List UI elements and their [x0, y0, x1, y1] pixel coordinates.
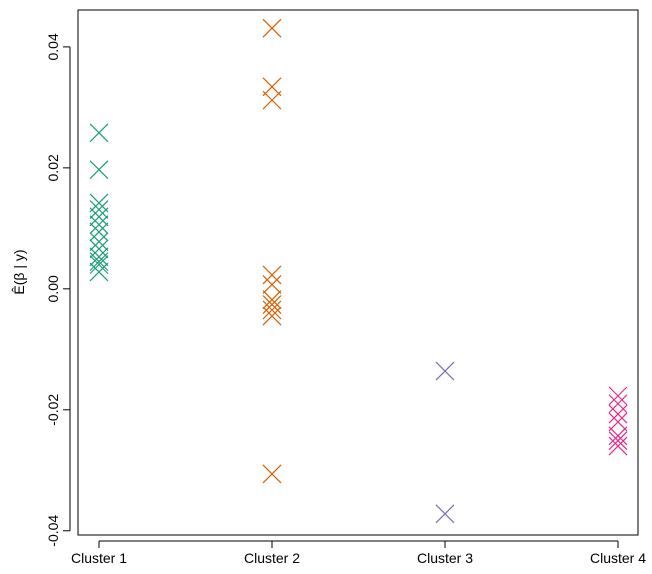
point	[608, 386, 628, 406]
y-tick-label: 0.00	[45, 275, 61, 302]
point	[89, 232, 109, 252]
point	[262, 265, 282, 285]
point	[262, 300, 282, 320]
point	[608, 431, 628, 451]
point	[608, 436, 628, 456]
point	[89, 215, 109, 235]
point	[262, 18, 282, 38]
point	[608, 404, 628, 424]
x-tick-label: Cluster 4	[590, 550, 646, 566]
point	[435, 504, 455, 524]
y-tick-label: 0.02	[45, 154, 61, 181]
point	[435, 361, 455, 381]
point	[89, 222, 109, 242]
point	[89, 123, 109, 143]
point	[262, 90, 282, 110]
point	[262, 275, 282, 295]
x-tick-label: Cluster 2	[244, 550, 300, 566]
point	[608, 426, 628, 446]
point	[262, 464, 282, 484]
y-tick-label: -0.02	[45, 394, 61, 426]
point	[89, 255, 109, 275]
point	[89, 247, 109, 267]
point	[89, 252, 109, 272]
y-tick-label: 0.04	[45, 33, 61, 60]
x-tick-label: Cluster 3	[417, 550, 473, 566]
point	[262, 77, 282, 97]
x-tick-label: Cluster 1	[71, 550, 127, 566]
point	[608, 394, 628, 414]
point	[89, 200, 109, 220]
point	[89, 160, 109, 180]
point	[608, 412, 628, 432]
plot-box	[77, 9, 639, 536]
point	[262, 290, 282, 310]
point	[89, 193, 109, 213]
y-axis-label: Ê(β | y)	[11, 249, 27, 294]
point	[89, 207, 109, 227]
point	[262, 306, 282, 326]
point	[89, 262, 109, 282]
y-tick-label: -0.04	[45, 515, 61, 547]
point	[262, 295, 282, 314]
